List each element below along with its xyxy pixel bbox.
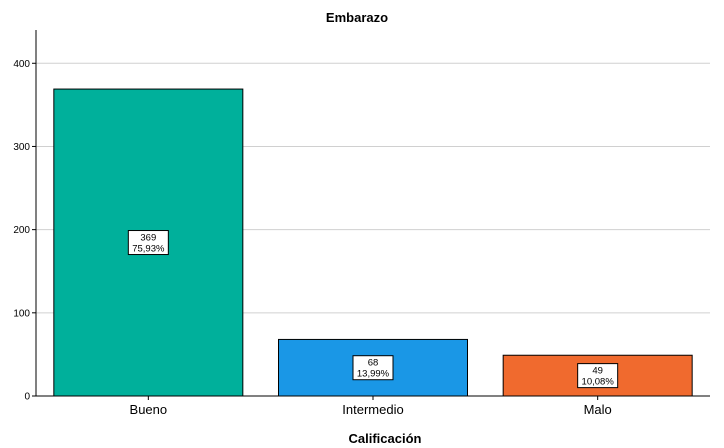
- y-tick-label: 0: [24, 392, 30, 403]
- x-tick-label: Malo: [584, 402, 612, 417]
- data-label-box: [352, 355, 394, 381]
- chart-title: Embarazo: [326, 10, 388, 25]
- data-label-count: 369: [140, 233, 156, 244]
- data-label-percent: 13,99%: [357, 369, 390, 380]
- x-axis-label: Calificación: [349, 431, 422, 446]
- data-label-percent: 75,93%: [132, 244, 165, 255]
- y-tick-label: 300: [13, 142, 30, 153]
- data-label-percent: 10,08%: [582, 377, 615, 388]
- x-tick-label: Bueno: [130, 402, 168, 417]
- data-label-box: [577, 363, 619, 389]
- y-axis-ticks: 0 100 200 300 400: [13, 59, 36, 403]
- x-tick-label: Intermedio: [342, 402, 403, 417]
- y-tick-label: 400: [13, 59, 30, 70]
- y-tick-label: 200: [13, 225, 30, 236]
- x-axis-ticks: Bueno Intermedio Malo: [130, 396, 612, 417]
- y-tick-label: 100: [13, 308, 30, 319]
- data-label-box: [127, 230, 169, 256]
- data-label-count: 49: [592, 366, 603, 377]
- data-label-count: 68: [368, 358, 379, 369]
